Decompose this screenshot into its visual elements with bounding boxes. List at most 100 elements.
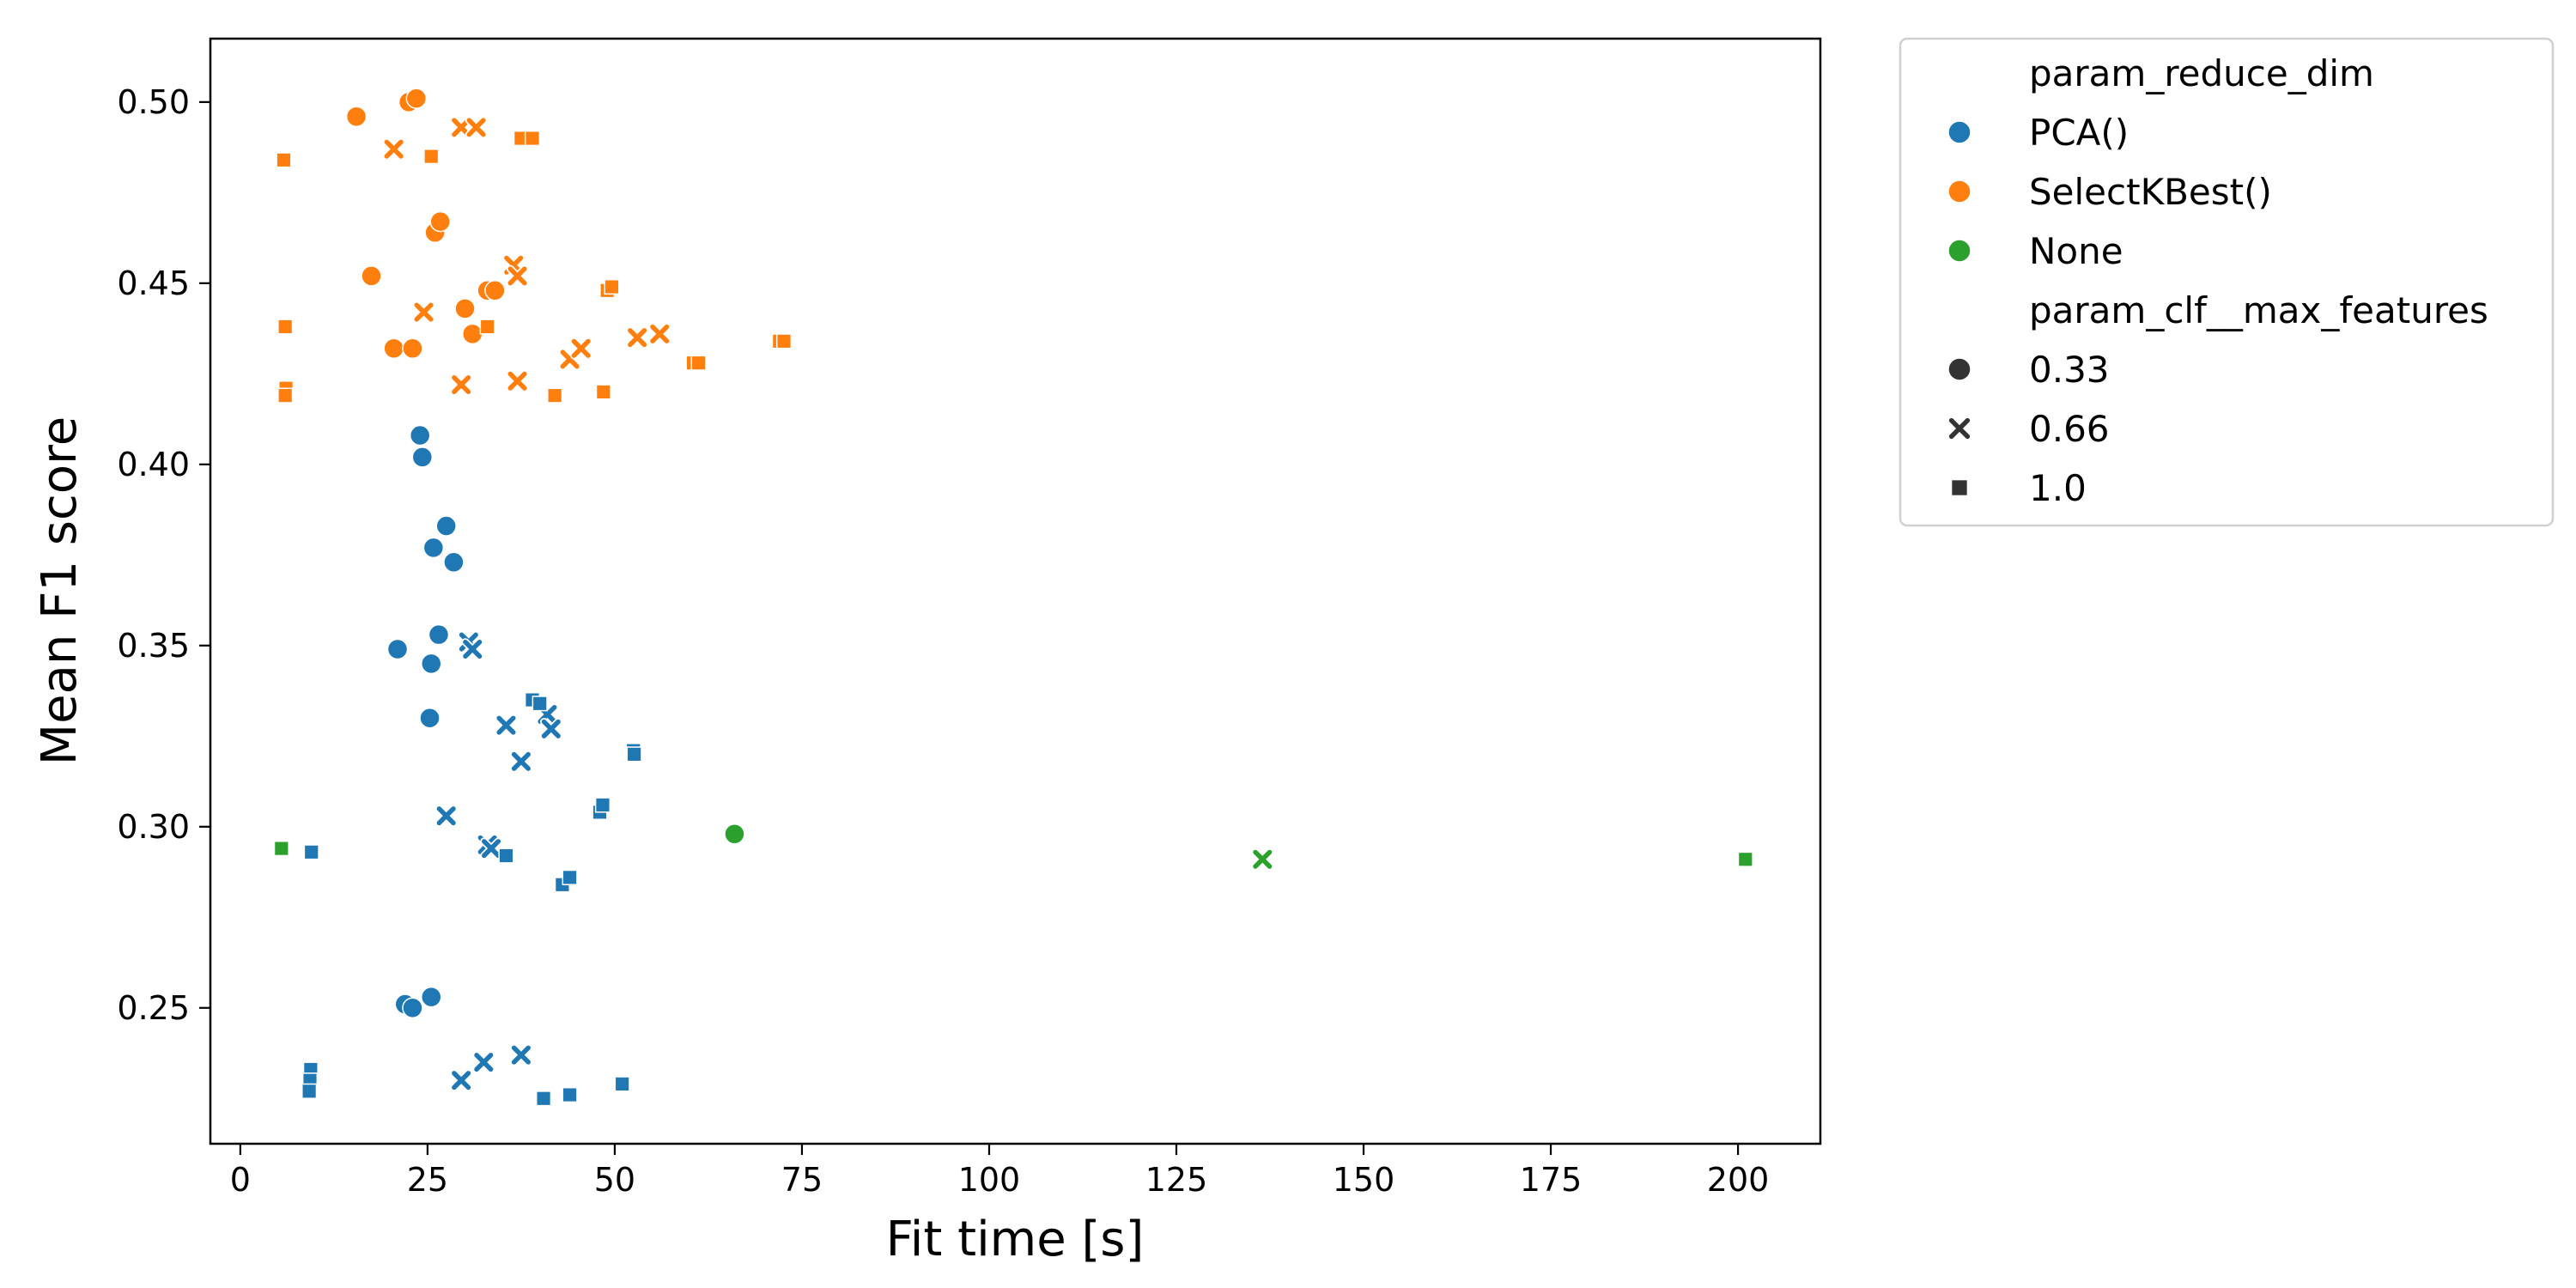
data-point: [540, 718, 562, 740]
data-point: [614, 1076, 630, 1092]
plot-area: [209, 37, 1822, 1145]
y-axis-ticks: 0.25 0.30 0.35 0.40 0.45 0.50: [117, 83, 210, 1027]
x-tick-label: 150: [1333, 1161, 1395, 1199]
data-point: [382, 137, 405, 161]
legend-marker: [1947, 239, 1971, 263]
legend-label: PCA(): [2029, 112, 2129, 154]
data-point: [562, 869, 578, 885]
legend: param_reduce_dim PCA() SelectKBest() None pa…: [1899, 37, 2555, 527]
data-point: [461, 323, 483, 345]
data-point: [454, 298, 476, 319]
data-point: [428, 623, 450, 646]
data-point: [386, 638, 409, 660]
legend-marker: [1947, 416, 1971, 440]
data-point: [405, 88, 428, 109]
y-tick-label: 0.50: [117, 83, 190, 121]
x-tick-label: 125: [1145, 1161, 1208, 1199]
legend-label: SelectKBest(): [2029, 171, 2272, 213]
data-point: [409, 424, 431, 447]
data-point: [434, 805, 458, 827]
data-point: [429, 210, 451, 233]
plot-frame: [209, 37, 1822, 1145]
data-point: [480, 837, 502, 860]
data-point: [495, 714, 518, 737]
data-point: [484, 280, 506, 301]
legend-items: param_reduce_dim PCA() SelectKBest() None pa…: [1947, 52, 2488, 509]
data-point: [277, 387, 294, 404]
data-point: [569, 337, 592, 360]
data-point: [472, 1051, 495, 1073]
data-point: [724, 823, 745, 845]
data-point: [1251, 848, 1274, 871]
data-point: [301, 1083, 318, 1099]
y-tick-label: 0.35: [117, 627, 190, 665]
data-point: [411, 447, 434, 468]
legend-label: None: [2029, 230, 2123, 272]
data-point: [510, 750, 532, 773]
x-tick-label: 0: [230, 1161, 251, 1199]
data-point: [421, 986, 442, 1008]
legend-marker: [1947, 179, 1971, 204]
data-point: [402, 337, 423, 360]
data-point: [604, 278, 620, 295]
legend-marker: [1947, 357, 1971, 381]
y-tick-label: 0.45: [117, 264, 190, 302]
legend-frame: [1899, 37, 2555, 527]
y-tick-label: 0.25: [117, 989, 190, 1027]
legend-label: 1.0: [2029, 467, 2087, 509]
x-tick-label: 25: [407, 1161, 448, 1199]
data-point: [276, 152, 292, 168]
data-point: [547, 387, 563, 404]
data-point: [648, 323, 671, 345]
data-point: [465, 116, 488, 139]
x-tick-label: 75: [781, 1161, 823, 1199]
data-point: [498, 848, 514, 864]
data-point: [535, 1091, 552, 1107]
data-point: [506, 369, 529, 392]
data-point: [443, 551, 465, 573]
data-point: [450, 1069, 472, 1091]
data-point: [383, 337, 404, 360]
data-point: [532, 696, 548, 712]
x-tick-label: 200: [1707, 1161, 1770, 1199]
legend-label: 0.33: [2029, 349, 2110, 391]
data-point: [775, 333, 793, 349]
data-point: [277, 319, 294, 335]
data-point: [421, 653, 442, 675]
data-point: [562, 1086, 578, 1103]
y-tick-label: 0.40: [117, 446, 190, 483]
data-point: [479, 319, 495, 335]
data-point: [524, 130, 541, 147]
legend-marker: [1947, 120, 1971, 144]
data-point: [345, 106, 368, 127]
data-point: [412, 301, 435, 324]
data-point: [422, 537, 445, 559]
x-tick-label: 100: [958, 1161, 1021, 1199]
legend-title: param_reduce_dim: [2029, 52, 2374, 94]
y-axis-label: Mean F1 score: [32, 416, 88, 766]
data-point: [510, 1043, 532, 1066]
legend-marker: [1950, 478, 1969, 497]
data-point: [595, 384, 611, 400]
data-point: [450, 374, 472, 396]
data-point: [303, 844, 319, 860]
x-tick-label: 175: [1520, 1161, 1583, 1199]
data-point: [626, 326, 648, 349]
data-point: [361, 265, 382, 287]
data-point: [419, 707, 440, 729]
data-point: [450, 116, 472, 139]
data-point: [690, 355, 707, 371]
data-point: [461, 638, 484, 660]
data-point: [1737, 851, 1753, 867]
data-point: [402, 997, 423, 1019]
data-point: [626, 746, 642, 762]
x-tick-label: 50: [594, 1161, 635, 1199]
x-axis-ticks: 0 25 50 75 100 125 150 175 200: [230, 1144, 1770, 1199]
data-point: [273, 841, 289, 857]
legend-label: 0.66: [2029, 408, 2110, 450]
data-points: [273, 88, 1753, 1107]
data-point: [594, 797, 611, 813]
x-axis-label: Fit time [s]: [886, 1212, 1145, 1267]
y-tick-label: 0.30: [117, 808, 190, 846]
